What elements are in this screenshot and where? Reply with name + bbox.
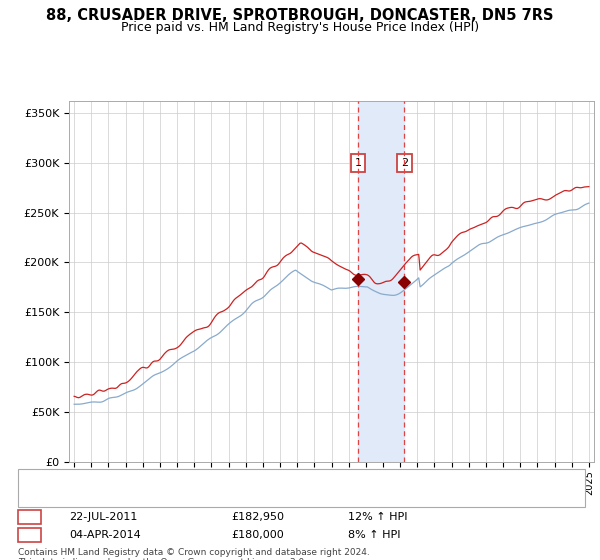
Text: 2: 2 <box>401 158 408 167</box>
Text: Contains HM Land Registry data © Crown copyright and database right 2024.
This d: Contains HM Land Registry data © Crown c… <box>18 548 370 560</box>
Text: 8% ↑ HPI: 8% ↑ HPI <box>348 530 401 540</box>
Text: 12% ↑ HPI: 12% ↑ HPI <box>348 512 407 522</box>
Text: 88, CRUSADER DRIVE, SPROTBROUGH, DONCASTER, DN5 7RS: 88, CRUSADER DRIVE, SPROTBROUGH, DONCAST… <box>46 8 554 24</box>
Text: 1: 1 <box>355 158 362 167</box>
Text: Price paid vs. HM Land Registry's House Price Index (HPI): Price paid vs. HM Land Registry's House … <box>121 21 479 34</box>
Text: £182,950: £182,950 <box>231 512 284 522</box>
Text: 2: 2 <box>26 530 33 540</box>
Bar <box>358 101 404 462</box>
Text: HPI: Average price, detached house, Doncaster: HPI: Average price, detached house, Donc… <box>69 491 316 501</box>
Text: £180,000: £180,000 <box>231 530 284 540</box>
Text: 88, CRUSADER DRIVE, SPROTBROUGH, DONCASTER, DN5 7RS (detached house): 88, CRUSADER DRIVE, SPROTBROUGH, DONCAST… <box>69 474 488 484</box>
Text: 22-JUL-2011: 22-JUL-2011 <box>69 512 137 522</box>
Text: 04-APR-2014: 04-APR-2014 <box>69 530 141 540</box>
Text: 1: 1 <box>26 512 33 522</box>
